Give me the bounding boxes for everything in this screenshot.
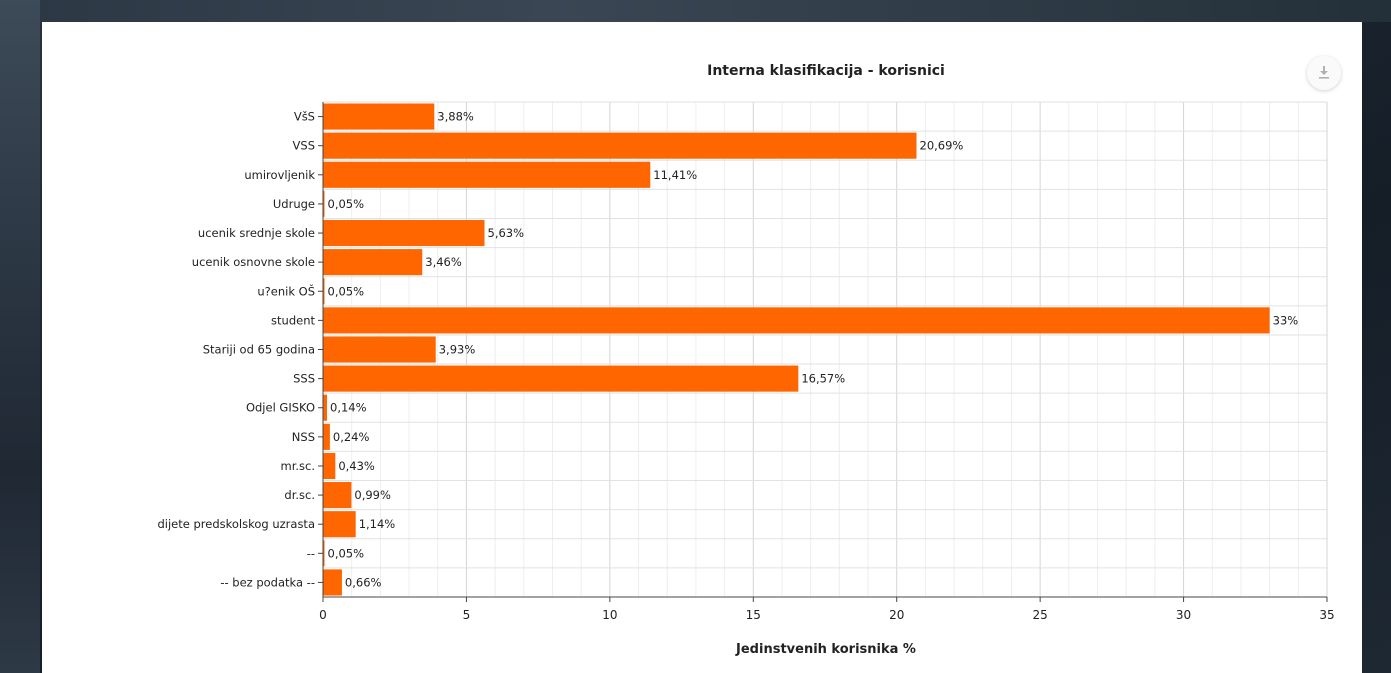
x-tick-label: 20 <box>889 608 904 622</box>
x-tick-label: 10 <box>602 608 617 622</box>
bar[interactable] <box>323 336 436 363</box>
data-label: 0,14% <box>330 401 367 415</box>
data-label: 33% <box>1273 313 1299 327</box>
bar[interactable] <box>323 103 435 130</box>
data-label: 16,57% <box>801 372 845 386</box>
x-tick-label: 25 <box>1033 608 1048 622</box>
bars: 3,88% 20,69% 11,41% 0,05% 5,63% 3,46% 0,05% 33%… <box>323 103 1299 596</box>
data-label: 3,93% <box>439 343 476 357</box>
bar[interactable] <box>323 278 325 305</box>
y-tick-label: dr.sc. <box>284 488 315 502</box>
y-tick-label: Udruge <box>273 197 315 211</box>
y-tick-label: VSS <box>293 139 315 153</box>
bar[interactable] <box>323 394 328 421</box>
y-tick-label: Stariji od 65 godina <box>203 343 315 357</box>
x-tick-label: 0 <box>319 608 327 622</box>
y-tick-label: VšS <box>294 110 315 124</box>
x-tick-label: 5 <box>463 608 471 622</box>
bar[interactable] <box>323 511 356 538</box>
bar[interactable] <box>323 540 325 567</box>
x-tick-label: 15 <box>746 608 761 622</box>
y-tick-label: -- bez podatka -- <box>220 575 315 589</box>
data-label: 20,69% <box>920 139 964 153</box>
bar[interactable] <box>323 161 651 188</box>
bar[interactable] <box>323 132 917 159</box>
bar[interactable] <box>323 219 485 247</box>
data-label: 0,99% <box>354 488 391 502</box>
x-tick-label: 35 <box>1319 608 1334 622</box>
bar[interactable] <box>323 569 342 596</box>
bar[interactable] <box>323 249 423 276</box>
data-label: 0,43% <box>338 459 375 473</box>
chart-panel: Interna klasifikacija - korisnici 3,88% 2… <box>42 22 1362 673</box>
data-label: 3,46% <box>425 255 462 269</box>
axes: VšS VSS umirovljenik Udruge ucenik srednje s… <box>157 102 1335 622</box>
y-tick-label: ucenik srednje skole <box>198 226 315 240</box>
y-tick-label: NSS <box>292 430 315 444</box>
download-icon <box>1319 66 1329 79</box>
data-label: 0,05% <box>328 284 365 298</box>
bar[interactable] <box>323 190 325 217</box>
bar[interactable] <box>323 365 799 392</box>
chart-title: Interna klasifikacija - korisnici <box>707 63 945 79</box>
data-label: 11,41% <box>653 168 697 182</box>
bar[interactable] <box>323 452 336 480</box>
y-tick-label: ucenik osnovne skole <box>192 255 315 269</box>
y-tick-label: -- <box>307 546 315 560</box>
data-label: 0,24% <box>333 430 370 444</box>
bar[interactable] <box>323 423 330 450</box>
y-tick-label: student <box>271 313 315 327</box>
data-label: 0,05% <box>328 197 365 211</box>
bar[interactable] <box>323 482 352 509</box>
data-label: 5,63% <box>488 226 525 240</box>
y-tick-label: mr.sc. <box>281 459 316 473</box>
y-tick-label: u?enik OŠ <box>257 283 315 298</box>
y-tick-label: SSS <box>293 372 315 386</box>
data-label: 0,05% <box>328 546 365 560</box>
data-label: 3,88% <box>437 110 474 124</box>
background-left <box>0 0 40 673</box>
data-label: 0,66% <box>345 575 382 589</box>
download-button[interactable] <box>1307 56 1341 90</box>
bar[interactable] <box>323 307 1270 334</box>
y-tick-label: umirovljenik <box>244 168 315 182</box>
background-top <box>0 0 1391 22</box>
y-tick-label: Odjel GISKO <box>246 401 315 415</box>
x-tick-label: 30 <box>1176 608 1191 622</box>
y-tick-label: dijete predskolskog uzrasta <box>157 517 315 531</box>
bar-chart: Interna klasifikacija - korisnici 3,88% 2… <box>157 63 1335 657</box>
data-label: 1,14% <box>359 517 396 531</box>
x-axis-title: Jedinstvenih korisnika % <box>735 642 916 657</box>
